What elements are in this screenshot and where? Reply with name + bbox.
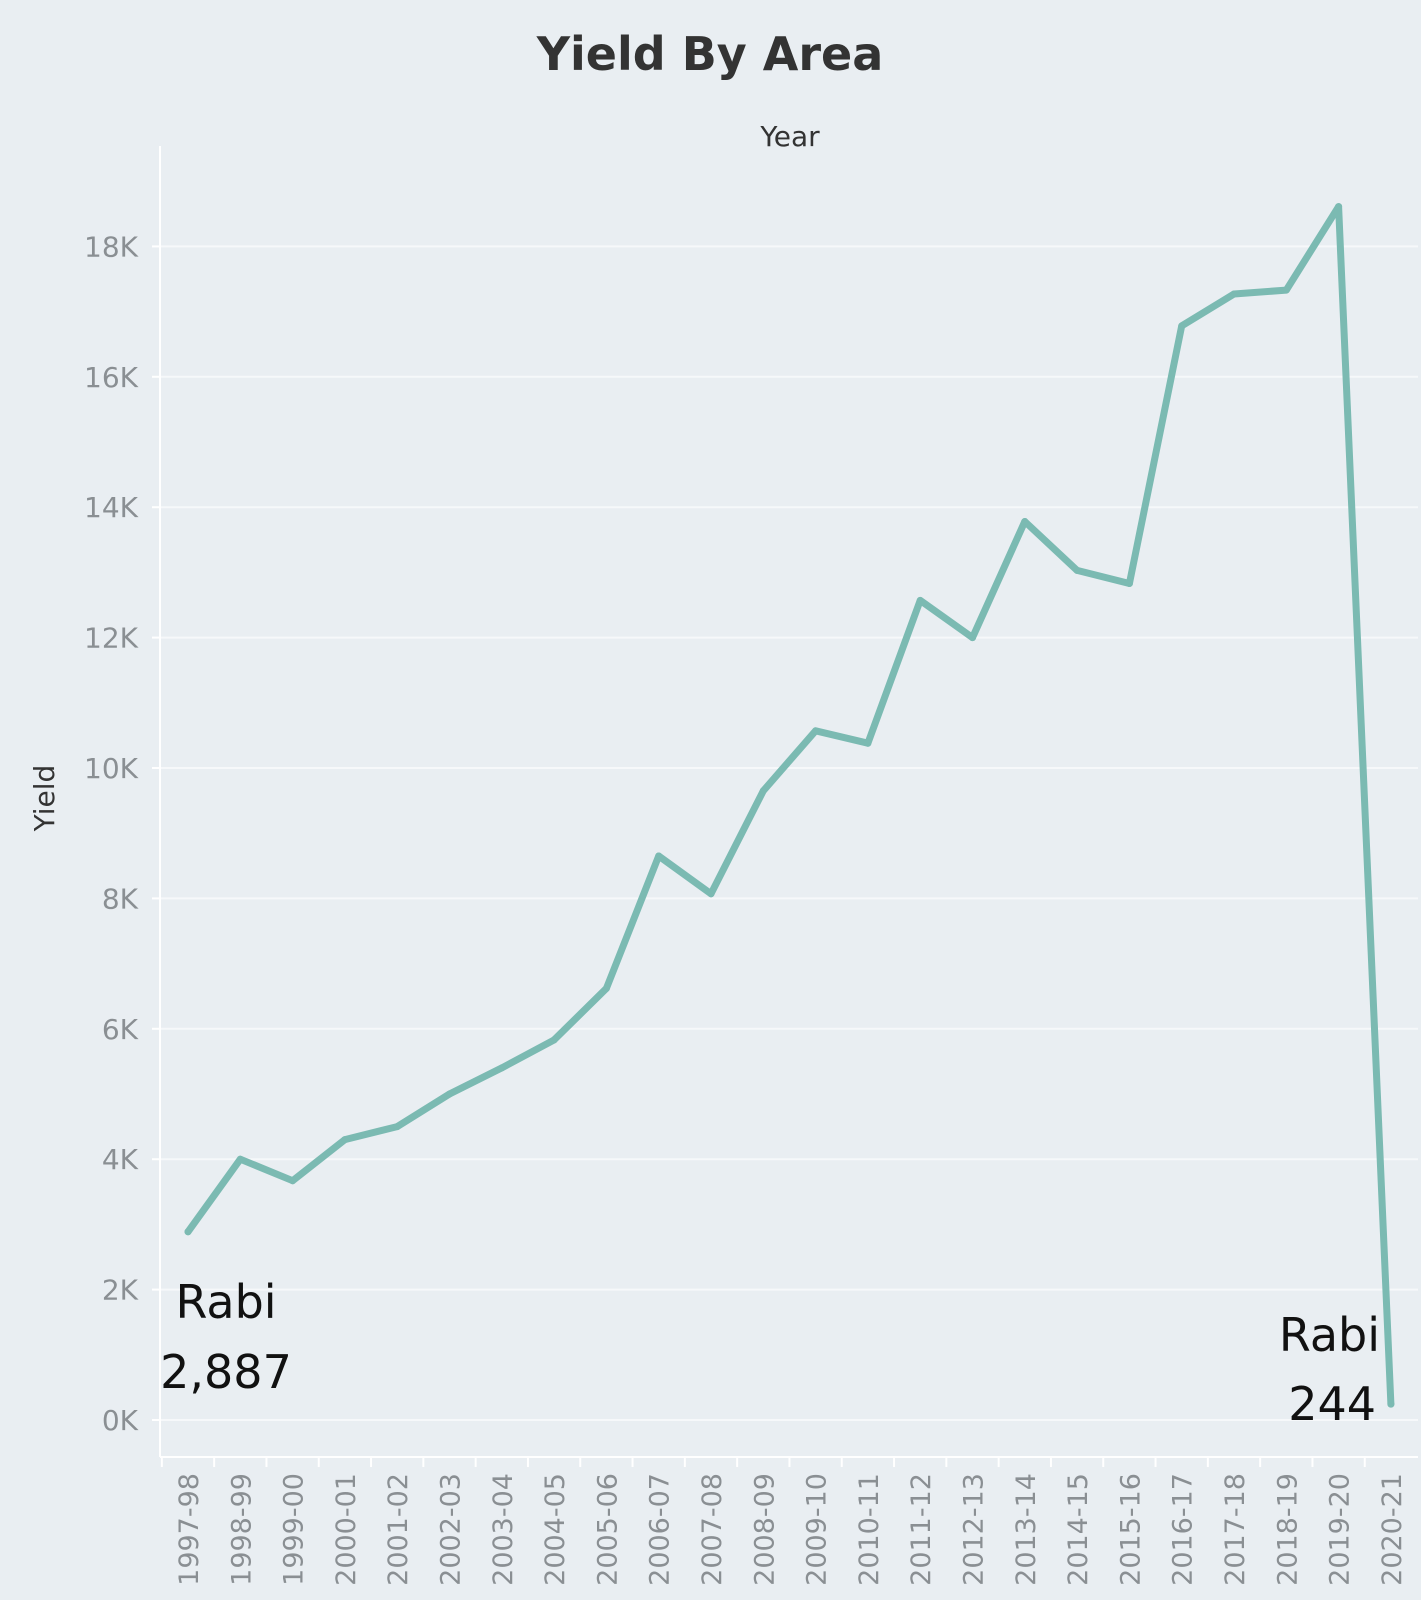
data-point-2004-05 <box>550 1036 558 1044</box>
x-tick-label: 2003-04 <box>488 1473 519 1586</box>
annotation-label: Rabi <box>1279 1308 1380 1362</box>
x-tick-label: 2013-14 <box>1011 1473 1042 1586</box>
data-point-2005-06 <box>602 984 610 992</box>
data-point-2000-01 <box>341 1136 349 1144</box>
y-tick-label: 6K <box>102 1013 139 1046</box>
y-tick-label: 2K <box>102 1274 139 1307</box>
data-point-2010-11 <box>864 739 872 747</box>
x-tick-label: 1997-98 <box>174 1473 205 1586</box>
data-point-2020-21 <box>1387 1400 1395 1408</box>
data-point-2003-04 <box>498 1064 506 1072</box>
y-tick-label: 14K <box>84 491 139 524</box>
x-tick-label: 2012-13 <box>959 1473 990 1586</box>
x-tick-label: 2004-05 <box>540 1473 571 1586</box>
data-point-2013-14 <box>1021 518 1029 526</box>
x-tick-label: 2007-08 <box>697 1473 728 1586</box>
x-tick-label: 2016-17 <box>1168 1473 1199 1586</box>
series-line <box>184 203 1395 1408</box>
y-tick-label: 4K <box>102 1143 139 1176</box>
y-tick-label: 0K <box>102 1404 139 1437</box>
chart-title: Yield By Area <box>536 27 884 81</box>
x-tick-label: 2011-12 <box>906 1473 937 1586</box>
x-tick-label: 1999-00 <box>279 1473 310 1586</box>
data-point-1999-00 <box>289 1177 297 1185</box>
data-point-2006-07 <box>655 852 663 860</box>
x-tick-label: 2020-21 <box>1377 1473 1408 1586</box>
axes <box>152 146 1418 1468</box>
x-tick-label: 2008-09 <box>749 1473 780 1586</box>
series-layer <box>184 203 1395 1408</box>
x-tick-label: 2000-01 <box>331 1473 362 1586</box>
data-point-2009-10 <box>812 727 820 735</box>
x-axis-header: Year <box>759 120 820 153</box>
data-point-1998-99 <box>236 1155 244 1163</box>
data-point-2008-09 <box>759 787 767 795</box>
data-point-2015-16 <box>1125 579 1133 587</box>
x-tick-label: 2002-03 <box>436 1473 467 1586</box>
x-tick-label: 1998-99 <box>226 1473 257 1586</box>
x-tick-label: 2001-02 <box>383 1473 414 1586</box>
data-point-2001-02 <box>393 1123 401 1131</box>
y-tick-label: 12K <box>84 622 139 655</box>
y-tick-label: 8K <box>102 882 139 915</box>
data-point-2016-17 <box>1178 322 1186 330</box>
data-point-2007-08 <box>707 890 715 898</box>
y-tick-label: 10K <box>84 752 139 785</box>
annotation-value: 244 <box>1288 1377 1376 1431</box>
x-tick-label: 2006-07 <box>645 1473 676 1586</box>
x-tick-label: 2005-06 <box>592 1473 623 1586</box>
x-tick-label: 2017-18 <box>1220 1473 1251 1586</box>
data-point-2011-12 <box>916 596 924 604</box>
x-tick-label: 2010-11 <box>854 1473 885 1586</box>
y-tick-label: 18K <box>84 230 139 263</box>
y-tick-label: 16K <box>84 361 139 394</box>
data-point-2018-19 <box>1282 286 1290 294</box>
y-axis-ticks: 0K 2K 4K 6K 8K 10K 12K 14K 16K 18K <box>84 230 139 1437</box>
data-point-2012-13 <box>969 634 976 642</box>
x-axis-ticks: 1997-98 1998-99 1999-00 2000-01 2001-02 2002-… <box>174 1473 1408 1586</box>
x-tick-label: 2019-20 <box>1325 1473 1356 1586</box>
annotation-value: 2,887 <box>160 1345 292 1399</box>
gridlines <box>160 245 1418 1421</box>
data-point-2002-03 <box>446 1090 453 1098</box>
data-point-2017-18 <box>1230 290 1238 298</box>
x-tick-label: 2014-15 <box>1063 1473 1094 1586</box>
x-tick-label: 2009-10 <box>802 1473 833 1586</box>
data-point-2019-20 <box>1335 203 1343 211</box>
x-tick-label: 2018-19 <box>1272 1473 1303 1586</box>
annotations: Rabi 2,887 Rabi 244 <box>160 1275 1380 1431</box>
x-tick-label: 2015-16 <box>1115 1473 1146 1586</box>
annotation-label: Rabi <box>175 1275 276 1329</box>
data-point-2014-15 <box>1073 566 1081 574</box>
data-point-1997-98 <box>184 1228 192 1236</box>
y-axis-label: Yield <box>28 765 61 833</box>
